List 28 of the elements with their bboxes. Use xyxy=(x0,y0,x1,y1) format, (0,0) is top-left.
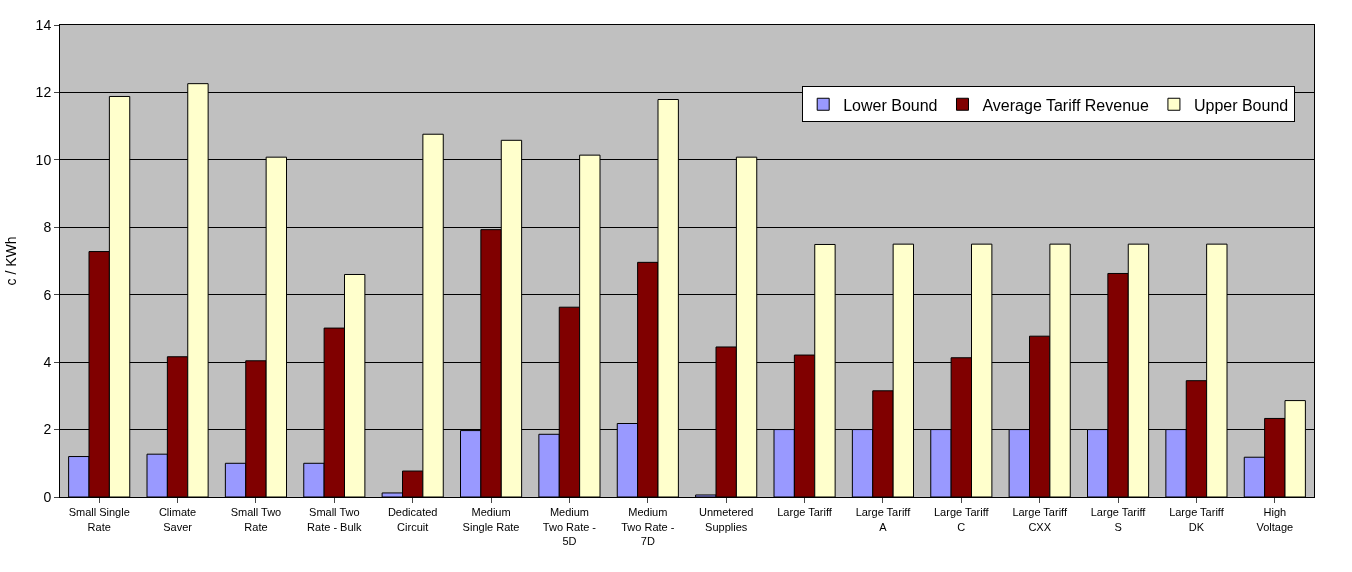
x-tick-label: Large Tariff CXX xyxy=(1012,506,1068,533)
legend-label: Average Tariff Revenue xyxy=(982,96,1149,114)
x-tick-label: Large Tariff xyxy=(777,506,833,519)
x-tick-label: Unmetered Supplies xyxy=(698,506,754,533)
y-tick-label: 10 xyxy=(35,151,52,168)
legend-label: Upper Bound xyxy=(1193,96,1289,114)
legend-label: Lower Bound xyxy=(843,96,938,114)
x-tick-label: Small Two Rate xyxy=(230,506,282,533)
y-tick-label: 14 xyxy=(35,16,52,33)
x-tick-label: Climate Saver xyxy=(158,506,197,533)
x-tick-label: High Voltage xyxy=(1256,506,1294,533)
y-tick-label: 2 xyxy=(43,421,52,438)
x-tick-label: Large Tariff S xyxy=(1090,506,1147,533)
y-tick-label: 12 xyxy=(35,84,52,101)
y-tick-label: 6 xyxy=(43,286,52,303)
x-tick-label: Small Two Rate - Bulk xyxy=(307,506,363,533)
x-tick-label: Small Single Rate xyxy=(68,506,130,533)
x-tick-label: Dedicated Circuit xyxy=(387,506,438,533)
y-tick-label: 4 xyxy=(43,354,52,371)
y-axis-title: c / KWh xyxy=(3,236,20,286)
x-tick-label: Large Tariff DK xyxy=(1169,506,1225,533)
x-tick-label: Large Tariff C xyxy=(933,506,990,533)
x-tick-label: Medium Two Rate - 7D xyxy=(621,506,675,547)
x-tick-label: Medium Single Rate xyxy=(462,506,520,533)
x-tick-label: Medium Two Rate - 5D xyxy=(542,506,597,547)
y-tick-label: 0 xyxy=(43,488,52,505)
x-tick-label: Large Tariff A xyxy=(855,506,912,533)
y-tick-label: 8 xyxy=(43,219,52,236)
